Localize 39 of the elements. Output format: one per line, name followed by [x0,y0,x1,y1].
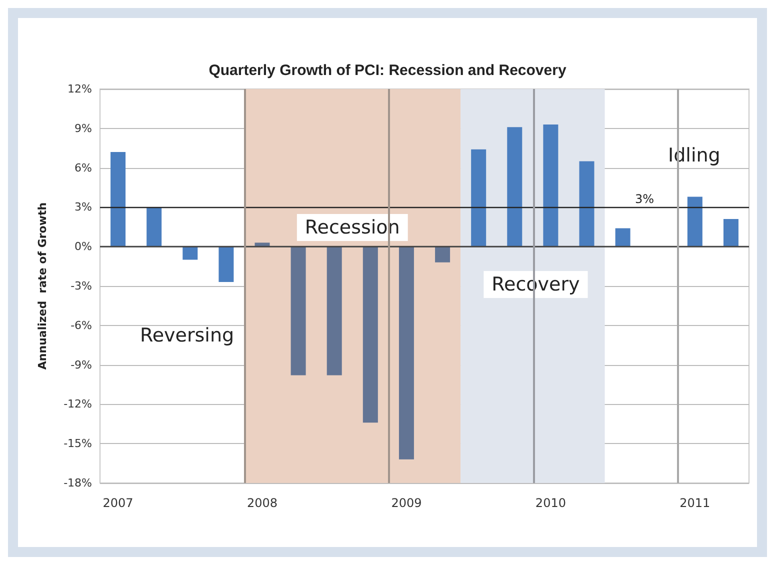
y-tick-label: -18% [64,476,92,490]
bar [471,149,486,247]
y-tick-label: -3% [70,280,92,292]
ref-line-label: 3% [634,192,654,206]
bar [723,219,738,247]
chart-title: Quarterly Growth of PCI: Recession and Recovery [208,62,567,79]
bar [362,246,378,423]
bar [182,246,198,260]
annotation: Idling [668,144,720,166]
y-tick-label: 9% [74,122,92,135]
y-tick-label: -15% [64,437,92,450]
bar [435,246,450,262]
bar [543,124,558,247]
annotation: Reversing [140,324,234,346]
x-tick-label: 2007 [102,496,134,510]
x-tick-label: 2008 [246,496,278,510]
bar [110,152,126,247]
band-label: Recovery [492,274,580,296]
y-tick-label: -6% [70,318,92,332]
y-tick-label: 6% [74,161,92,174]
bar [507,127,522,247]
y-tick-label: -12% [64,398,92,411]
bar [146,207,162,247]
bar [398,246,414,460]
band-label: Recession [304,216,400,238]
y-axis-title: Annualized rate of Growth [36,202,49,370]
bar [579,161,594,247]
x-tick-label: 2009 [391,496,422,510]
bar [326,246,342,376]
y-tick-label: 0% [74,240,92,254]
y-tick-label: 12% [68,82,92,96]
y-tick-label: -9% [70,358,92,372]
bar [687,196,702,247]
x-tick-label: 2011 [680,496,710,510]
y-tick-label: 3% [74,200,92,214]
bar [615,228,630,247]
x-tick-label: 2010 [535,496,566,510]
bar [218,246,234,282]
bar [290,246,306,376]
